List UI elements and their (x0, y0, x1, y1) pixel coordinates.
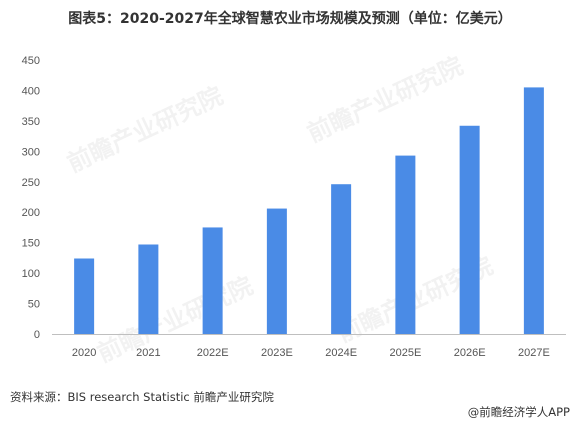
bar-2027E (523, 87, 544, 335)
bar-2026E (459, 125, 480, 334)
x-tick-label: 2027E (518, 347, 550, 359)
x-axis-ticks: 2020 2021 2022E 2023E 2024E 2025E 2026E 2027E (72, 347, 550, 359)
x-tick-label: 2026E (454, 347, 486, 359)
y-tick-label: 200 (22, 207, 40, 219)
bar-2025E (395, 155, 416, 334)
y-tick-label: 0 (34, 329, 40, 341)
x-tick-label: 2021 (136, 347, 160, 359)
y-tick-label: 300 (22, 146, 40, 158)
x-tick-label: 2025E (389, 347, 421, 359)
source-note: 资料来源：BIS research Statistic 前瞻产业研究院 (10, 390, 274, 404)
x-tick-label: 2024E (325, 347, 357, 359)
bar-2022E (202, 227, 223, 334)
bar-2020 (74, 258, 95, 334)
y-tick-label: 350 (22, 116, 40, 128)
bars (74, 87, 544, 335)
y-tick-label: 150 (22, 238, 40, 250)
x-tick-label: 2023E (261, 347, 293, 359)
y-tick-label: 100 (22, 268, 40, 280)
y-tick-label: 50 (28, 299, 40, 311)
bar-2021 (138, 244, 159, 334)
chart-title: 图表5：2020-2027年全球智慧农业市场规模及预测（单位：亿美元） (68, 11, 512, 27)
brand-footer: @前瞻经济学人APP (467, 405, 570, 419)
x-tick-label: 2020 (72, 347, 96, 359)
y-tick-label: 450 (22, 55, 40, 67)
bar-2024E (331, 184, 352, 334)
y-tick-label: 250 (22, 177, 40, 189)
bar-chart: 0 50 100 150 200 250 300 350 400 450 2020 2021 2022… (22, 55, 566, 359)
y-axis-ticks: 0 50 100 150 200 250 300 350 400 450 (22, 55, 40, 341)
bar-2023E (266, 208, 287, 334)
x-tick-label: 2022E (197, 347, 229, 359)
y-tick-label: 400 (22, 85, 40, 97)
